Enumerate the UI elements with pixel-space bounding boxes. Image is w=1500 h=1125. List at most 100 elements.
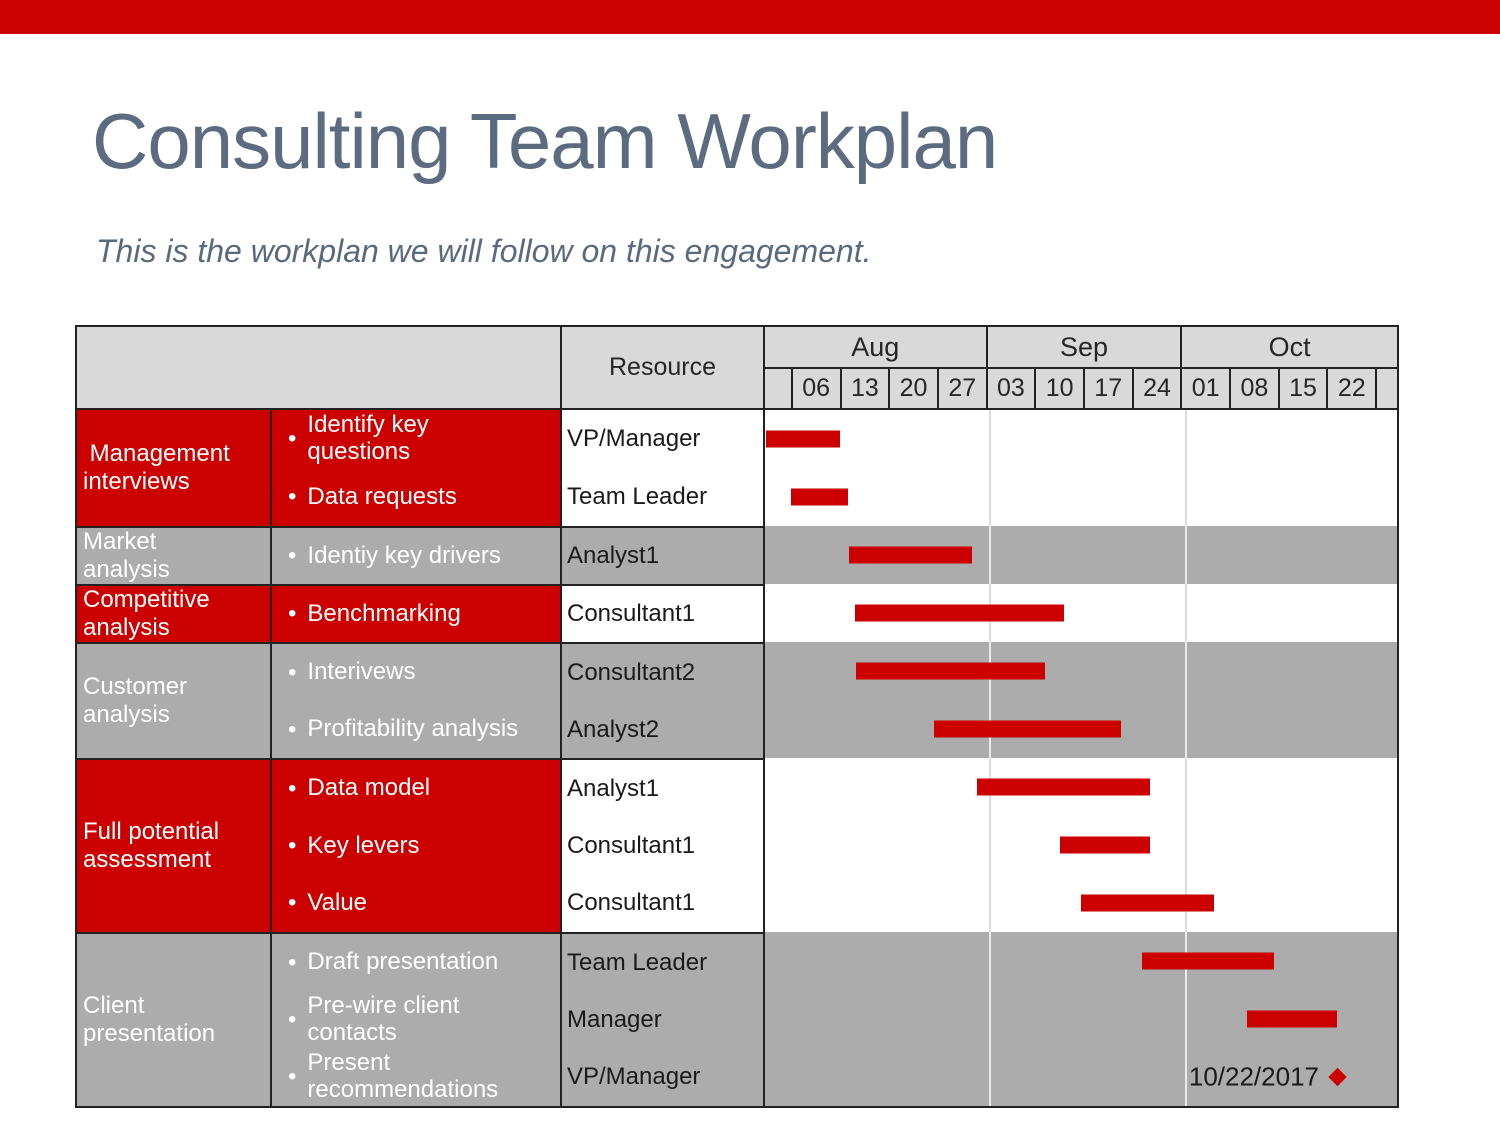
resources-cell: Team Leader Manager VP/Manager	[562, 932, 765, 1106]
resource-item: Team Leader	[562, 934, 763, 991]
resource-item: Analyst1	[562, 760, 763, 817]
resource-item: Consultant2	[562, 644, 763, 701]
table-body: Management interviews • Identify key quest…	[77, 410, 1397, 1106]
tasks-cell: • Benchmarking	[272, 584, 562, 642]
table-header-row: Resource Aug Sep Oct 06 13 20 27 03 10 17 24 01 08 1…	[77, 327, 1397, 410]
resource-item: Consultant1	[562, 817, 763, 874]
month-header-row: Aug Sep Oct	[765, 327, 1397, 369]
task-item: • Value	[288, 875, 560, 932]
bullet-icon: •	[288, 658, 297, 686]
resources-cell: Analyst1 Consultant1 Consultant1	[562, 758, 765, 932]
task-item: • Benchmarking	[288, 586, 560, 642]
week-header-cell: 10	[1036, 369, 1085, 408]
milestone: 10/22/2017	[1188, 1061, 1347, 1093]
resources-cell: VP/Manager Team Leader	[562, 410, 765, 526]
phase-group: Client presentation • Draft presentation • P…	[77, 932, 1397, 1106]
week-header-cell: 03	[988, 369, 1037, 408]
task-label: Benchmarking	[307, 599, 461, 627]
tasks-cell: • Identify key questions • Data requests	[272, 410, 562, 526]
resource-item: VP/Manager	[562, 410, 763, 468]
resource-item: Manager	[562, 991, 763, 1048]
task-label: Key levers	[307, 831, 420, 859]
week-header-cell: 27	[939, 369, 988, 408]
resource-label: Analyst1	[567, 542, 660, 569]
bullet-icon: •	[288, 483, 297, 510]
task-label: Identiy key drivers	[307, 541, 501, 569]
phase-cell: Management interviews	[77, 410, 272, 526]
header-empty-cell	[77, 327, 562, 408]
month-gridline	[1185, 410, 1187, 526]
gantt-bar	[934, 720, 1121, 738]
task-item: • Data requests	[288, 468, 560, 526]
phase-label: Customer analysis	[83, 672, 188, 728]
timeline-cell	[765, 410, 1397, 526]
task-label: Value	[307, 888, 368, 916]
milestone-date-label: 10/22/2017	[1188, 1061, 1319, 1092]
task-item: • Pre-wire client contacts	[288, 991, 560, 1048]
week-header-cell: 17	[1085, 369, 1134, 408]
slide-title: Consulting Team Workplan	[92, 97, 998, 185]
phase-group: Full potential assessment • Data model • Key…	[77, 758, 1397, 932]
tasks-cell: • Draft presentation • Pre-wire client cont…	[272, 932, 562, 1106]
phase-group: Management interviews • Identify key quest…	[77, 410, 1397, 526]
gantt-bar	[855, 604, 1064, 622]
phase-cell: Market analysis	[77, 526, 272, 584]
gantt-bar	[1247, 1010, 1337, 1028]
slide-subtitle: This is the workplan we will follow on t…	[96, 233, 872, 269]
resources-cell: Analyst1	[562, 526, 765, 584]
resource-item: Team Leader	[562, 468, 763, 526]
resource-label: Consultant2	[567, 658, 696, 686]
tasks-cell: • Identiy key drivers	[272, 526, 562, 584]
task-item: • Interivews	[288, 644, 560, 701]
task-label: Data requests	[307, 482, 457, 510]
timeline-row	[765, 642, 1397, 700]
phase-cell: Client presentation	[77, 932, 272, 1106]
gantt-bar	[1060, 836, 1150, 854]
resources-cell: Consultant1	[562, 584, 765, 642]
phase-label: Competitive analysis	[83, 585, 210, 641]
task-label: Present recommendations	[307, 1049, 499, 1104]
task-label: Identify key questions	[307, 411, 429, 465]
task-label: Interivews	[307, 658, 416, 686]
timeline-row	[765, 932, 1397, 990]
timeline-cell: 10/22/2017	[765, 932, 1397, 1106]
month-gridline	[989, 410, 991, 526]
bullet-icon: •	[288, 425, 297, 452]
resource-label: VP/Manager	[567, 425, 701, 452]
month-gridline	[1185, 526, 1187, 584]
month-gridline	[989, 642, 991, 758]
bullet-icon: •	[288, 831, 297, 859]
task-item: • Present recommendations	[288, 1049, 560, 1106]
phase-label: Market analysis	[83, 527, 170, 583]
timeline-row: 10/22/2017	[765, 1048, 1397, 1106]
week-header-cell: 24	[1134, 369, 1183, 408]
resource-item: Analyst1	[562, 528, 763, 584]
timeline-cell	[765, 758, 1397, 932]
timeline-cell	[765, 526, 1397, 584]
gantt-bar	[849, 546, 972, 564]
resource-label: Manager	[567, 1005, 662, 1033]
phase-group: Competitive analysis • Benchmarking Consult…	[77, 584, 1397, 642]
phase-label: Management interviews	[83, 439, 230, 495]
phase-label: Full potential assessment	[83, 817, 220, 873]
resource-label: Consultant1	[567, 889, 696, 917]
tasks-cell: • Interivews • Profitability analysis	[272, 642, 562, 758]
tasks-cell: • Data model • Key levers • Value	[272, 758, 562, 932]
week-header-cell: 20	[890, 369, 939, 408]
task-label: Data model	[307, 774, 431, 802]
week-header-row: 06 13 20 27 03 10 17 24 01 08 15 22	[765, 369, 1397, 408]
resource-column-header: Resource	[562, 327, 765, 408]
resource-item: Consultant1	[562, 586, 763, 642]
phase-group: Customer analysis • Interivews • Profitabili…	[77, 642, 1397, 758]
timeline-row	[765, 700, 1397, 758]
top-accent-bar	[0, 0, 1500, 34]
task-label: Draft presentation	[307, 948, 499, 976]
month-gridline	[1185, 932, 1187, 1106]
task-label: Pre-wire client contacts	[307, 992, 460, 1046]
resources-cell: Consultant2 Analyst2	[562, 642, 765, 758]
month-gridline	[1185, 642, 1187, 758]
timeline-row	[765, 758, 1397, 816]
month-header-cell: Sep	[988, 327, 1183, 367]
task-item: • Data model	[288, 760, 560, 817]
month-header-cell: Oct	[1268, 331, 1311, 362]
